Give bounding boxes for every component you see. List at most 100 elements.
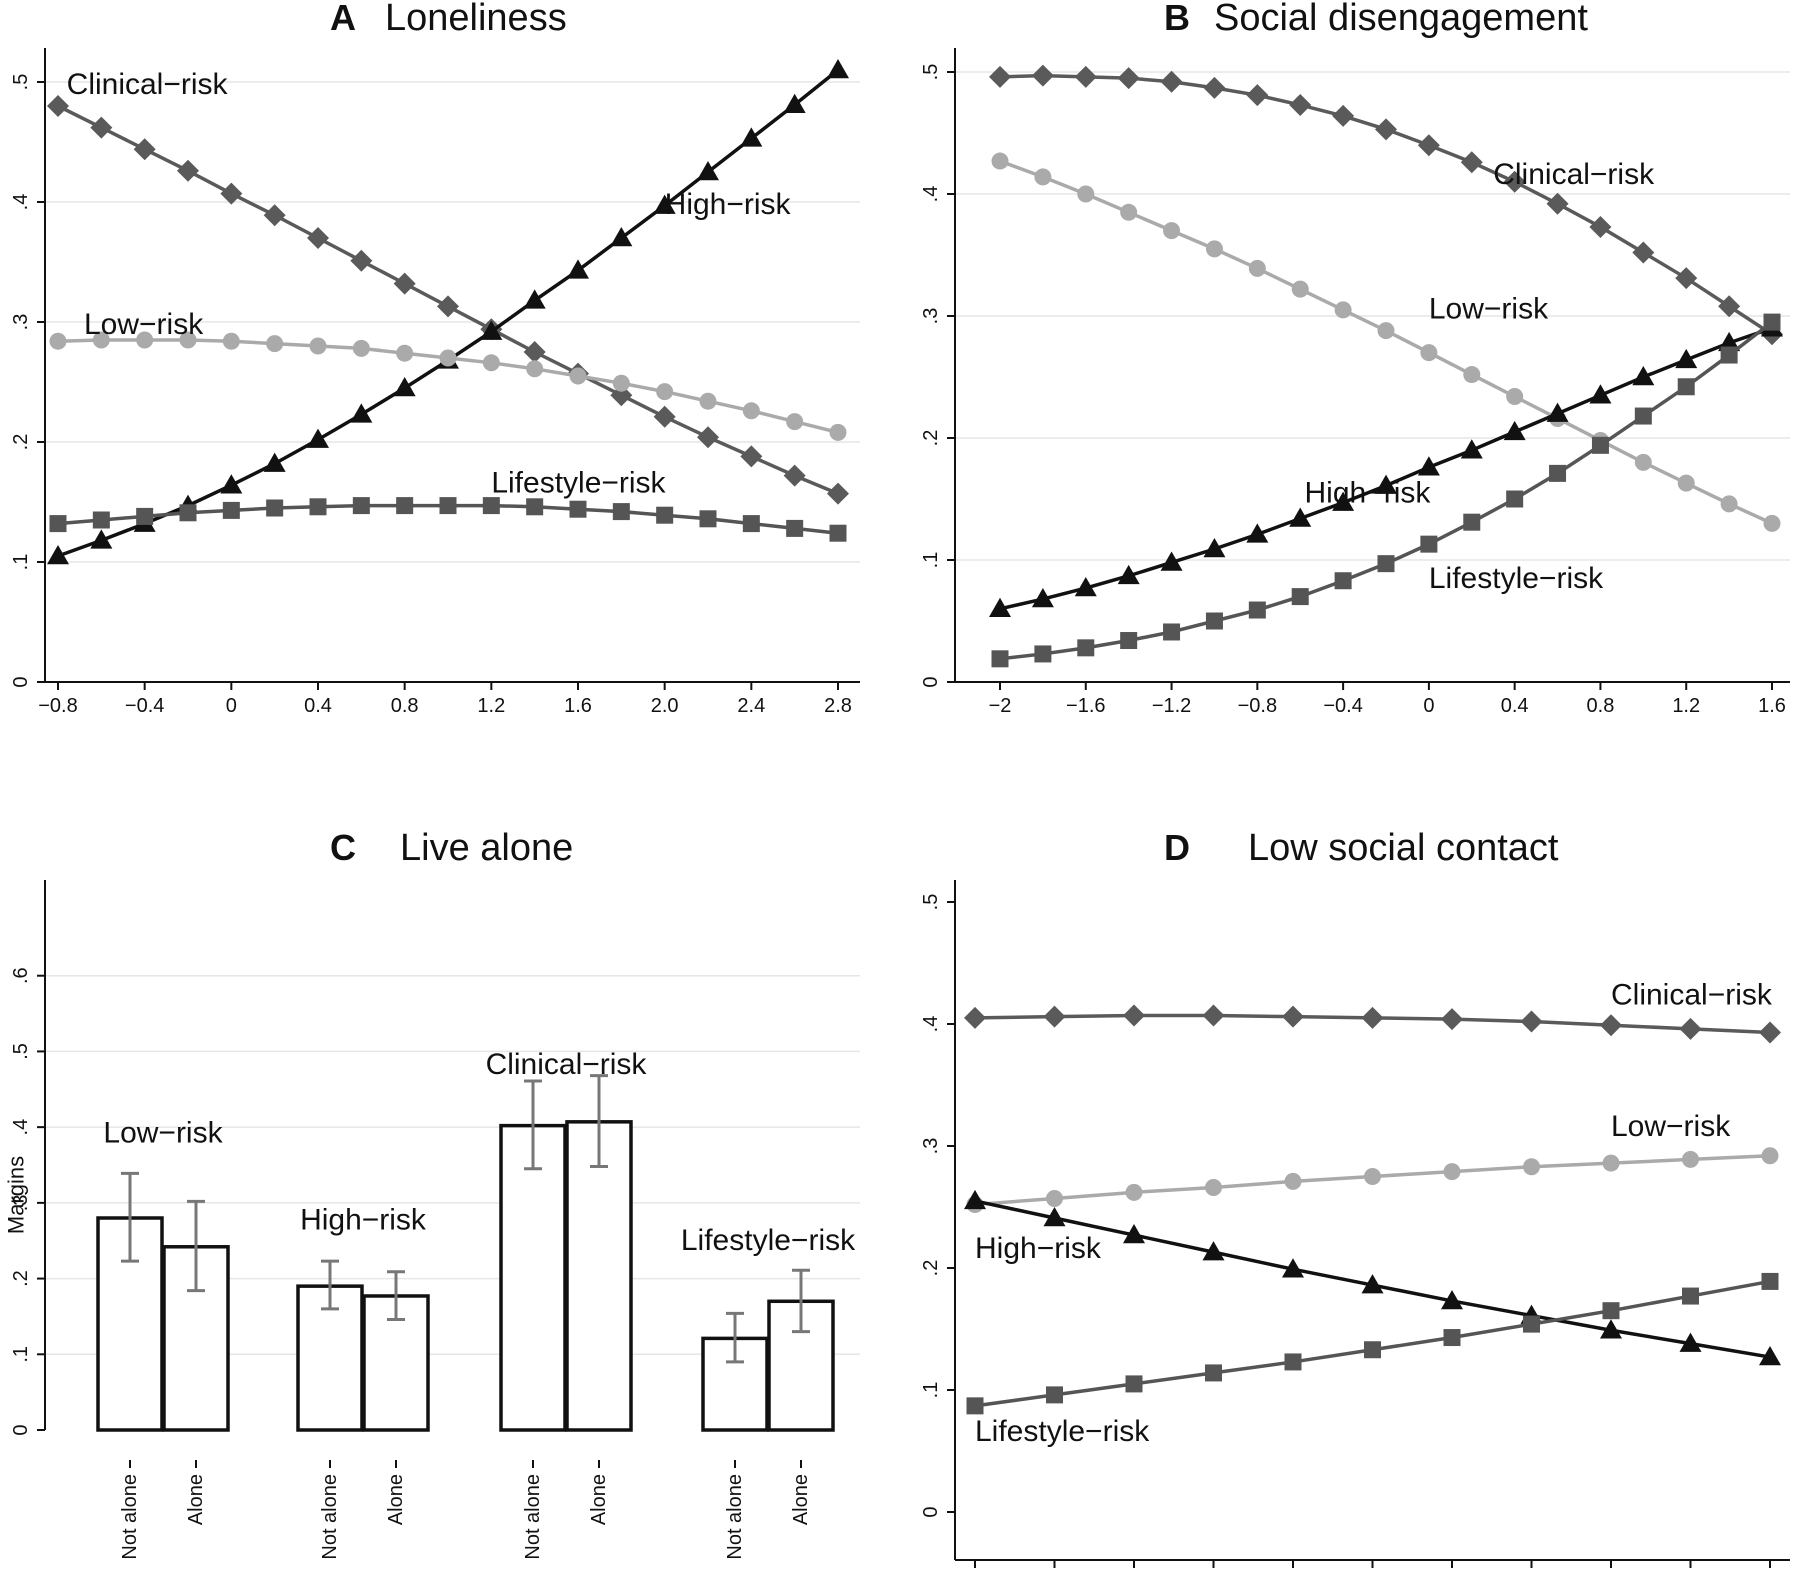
panel-a-series-clinical-risk-point <box>653 405 676 428</box>
panel-b-series-high-risk-point <box>1074 577 1097 597</box>
panel-c-group-label: Low−risk <box>103 1116 223 1149</box>
panel-d-series-clinical-risk-point <box>1520 1010 1543 1033</box>
panel-a-series-low-risk-point <box>786 413 804 431</box>
panel-b-series-low-risk-point <box>1720 495 1738 513</box>
panel-a-series-low-risk-point <box>222 332 240 350</box>
panel-b-series-low-risk-point <box>1291 280 1309 298</box>
panel-d-y-tick-label: 0 <box>920 1506 942 1517</box>
panel-a-series-lifestyle-risk-point <box>656 506 674 524</box>
panel-b-series-clinical-risk-point <box>989 65 1011 88</box>
panel-d-y-tick-label: .5 <box>920 894 942 911</box>
panel-b-social-disengagement: B Social disengagement 0 .1 .2 .3 .4 .5 −2 −1.6… <box>920 0 1790 717</box>
panel-d-series-low-risk-point <box>1443 1163 1461 1181</box>
panel-b-series-low-risk-point <box>1205 240 1223 258</box>
panel-a-series-label: High−risk <box>665 188 792 221</box>
panel-a-series-clinical-risk-point <box>47 95 69 117</box>
panel-b-series-high-risk-point <box>1718 331 1741 352</box>
panel-a-series-lifestyle-risk-point <box>612 503 630 521</box>
panel-b-y-tick-label: .4 <box>920 186 942 203</box>
panel-a-series-clinical-risk-point <box>90 116 113 139</box>
panel-a-x-tick-label: 2.4 <box>737 695 765 717</box>
panel-b-series-clinical-risk-point <box>1546 192 1569 215</box>
panel-a-y-tick-label: 0 <box>10 676 32 687</box>
panel-c-bar <box>565 1120 633 1432</box>
panel-a-x-tick-label: 2.0 <box>651 695 679 717</box>
panel-d-series-high-risk-point <box>1600 1319 1622 1339</box>
panel-d-y-tick-label: .2 <box>920 1260 942 1277</box>
panel-b-series-clinical-risk-point <box>1289 93 1312 116</box>
panel-b-series-low-risk-point <box>1077 185 1095 203</box>
panel-b-series-low-risk-point <box>1034 168 1052 186</box>
panel-b-series-low-risk-point <box>1763 514 1781 532</box>
panel-d-series-clinical-risk-point <box>1282 1005 1304 1028</box>
panel-a-series-clinical-risk-point <box>740 445 763 468</box>
panel-a-series-lifestyle-risk-point <box>222 501 240 519</box>
panel-b-series-clinical-risk-point <box>1375 118 1397 141</box>
panel-a-x-tick-label: 1.2 <box>477 695 505 717</box>
panel-a-x-tick-label: 0.8 <box>391 695 419 717</box>
panel-c-y-tick-label: .5 <box>10 1043 32 1060</box>
panel-b-x-tick-label: −0.4 <box>1323 695 1362 717</box>
panel-a-series-low-risk-point <box>482 354 500 372</box>
panel-a-series-high-risk-point <box>350 403 373 423</box>
panel-d-y-tick-label: .4 <box>920 1016 942 1033</box>
panel-a-series-clinical-risk-point <box>437 295 459 318</box>
panel-b-y-tick-label: .1 <box>920 552 942 569</box>
panel-a-series-clinical-risk-point <box>263 204 286 227</box>
panel-c-group-label: Lifestyle−risk <box>681 1224 856 1257</box>
panel-a-series-lifestyle-risk-point <box>482 497 500 515</box>
panel-a-series-clinical-risk-point <box>697 426 719 449</box>
panel-a-series-low-risk-point <box>352 339 370 357</box>
panel-b-y-tick-label: .3 <box>920 308 942 325</box>
panel-a-series-clinical-risk-point <box>393 272 416 295</box>
panel-a-series-low-risk-point <box>526 360 544 378</box>
panel-b-title: Social disengagement <box>1214 0 1588 39</box>
panel-d-series-high-risk-point <box>964 1189 986 1210</box>
panel-a-x-tick-label: −0.4 <box>125 695 164 717</box>
panel-c-y-axis-title: Margins <box>4 1156 29 1234</box>
panel-b-series-lifestyle-risk-point <box>1377 555 1395 573</box>
panel-c-y-tick-label: .2 <box>10 1270 32 1287</box>
panel-b-series-lifestyle-risk-point <box>1463 513 1481 531</box>
panel-d-title: Low social contact <box>1248 827 1559 869</box>
panel-d-series-high-risk-point <box>1123 1224 1145 1244</box>
panel-b-series-label: Low−risk <box>1429 292 1549 325</box>
panel-d-series-lifestyle-risk-point <box>1761 1272 1779 1290</box>
panel-a-series-high-risk-point <box>783 93 806 114</box>
panel-a-series-lifestyle-risk-point <box>92 511 110 529</box>
panel-d-series-lifestyle-risk-point <box>1205 1364 1222 1382</box>
panel-b-series-lifestyle-risk-point <box>1077 639 1095 657</box>
panel-a-series-lifestyle-risk-point <box>526 498 544 516</box>
panel-a-series-clinical-risk-point <box>827 482 849 505</box>
panel-a-series-low-risk-point <box>612 374 630 392</box>
panel-b-series-high-risk-point <box>1675 348 1698 369</box>
panel-c-x-tick-label: Alone <box>790 1474 812 1525</box>
panel-a-series-high-risk-point <box>307 428 329 448</box>
panel-d-series-clinical-risk-point <box>1759 1021 1781 1044</box>
panel-c-x-tick-label: Not alone <box>319 1474 341 1560</box>
panel-b-series-high-risk-point <box>1160 551 1183 571</box>
panel-b-series-clinical-risk-point <box>1503 170 1526 193</box>
panel-b-series-low-risk-line <box>999 159 1773 525</box>
panel-a-x-tick-label: 0 <box>226 695 237 717</box>
panel-a-series-lifestyle-risk-point <box>136 507 154 525</box>
panel-b-series-clinical-risk-point <box>1160 70 1183 93</box>
panel-a-series-high-risk-point <box>480 320 503 340</box>
panel-c-x-tick-label: Alone <box>588 1474 610 1525</box>
panel-d-series-high-risk-point <box>1679 1332 1702 1352</box>
panel-a-series-lifestyle-risk-point <box>569 500 587 518</box>
panel-a-series-lifestyle-risk-point <box>742 515 760 533</box>
panel-b-series-clinical-risk-point <box>1417 134 1440 157</box>
panel-b-series-low-risk-point <box>1463 366 1481 384</box>
panel-a-y-tick-label: .2 <box>10 434 32 451</box>
panel-a-series-high-risk-point <box>610 227 633 247</box>
panel-d-series-clinical-risk-point <box>1600 1014 1622 1037</box>
panel-a-series-clinical-risk-point <box>783 464 806 487</box>
panel-a-series-low-risk-point <box>92 331 110 349</box>
panel-a-series-lifestyle-risk-point <box>49 515 67 533</box>
panel-c-group-label: High−risk <box>300 1203 427 1236</box>
panel-b-series-low-risk-point <box>1334 301 1352 319</box>
panel-a-x-tick-label: −0.8 <box>38 695 77 717</box>
panel-d-series-lifestyle-risk-point <box>1284 1353 1302 1371</box>
